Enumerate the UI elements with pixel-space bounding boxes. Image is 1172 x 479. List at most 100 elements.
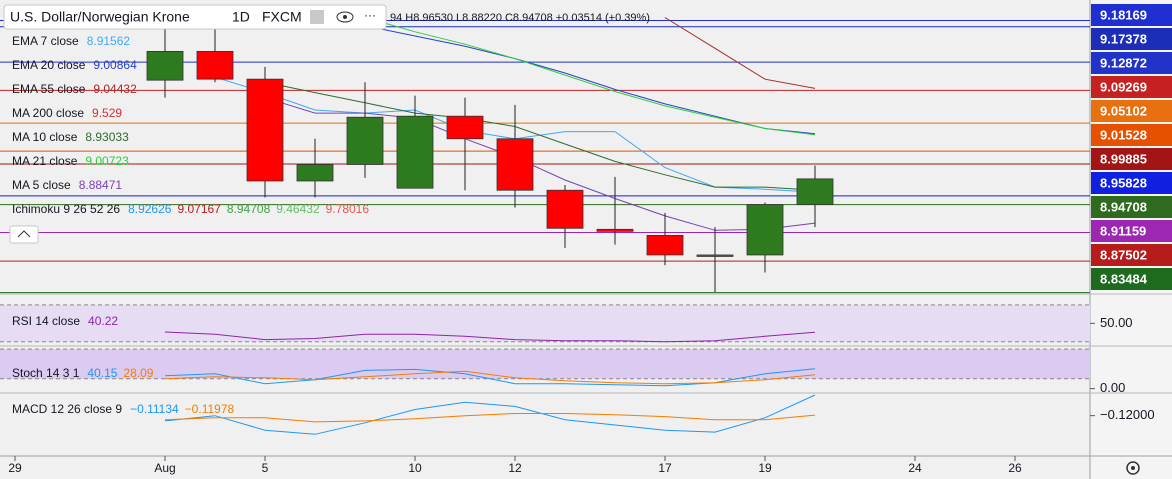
indicator-line (164, 394, 816, 435)
pane-value: −0.11978 (185, 402, 235, 416)
indicator-line (264, 97, 816, 231)
price-label: 8.91159 (1100, 223, 1146, 238)
price-label: 8.83484 (1100, 271, 1148, 286)
gear-center (1131, 466, 1135, 470)
pane-value: 40.22 (88, 314, 118, 328)
plot-area: 29 Aug 5 10 12 17 19 24 26 (0, 4, 1172, 475)
price-label: 9.18169 (1100, 7, 1147, 22)
pane-title: RSI 14 close (12, 314, 80, 328)
price-label: 8.94708 (1100, 199, 1147, 214)
pane-value: 28.09 (123, 366, 153, 380)
legend-name: EMA 20 close (12, 58, 86, 72)
candle-body (596, 228, 634, 232)
legend-name: MA 10 close (12, 130, 78, 144)
price-label-box (1091, 196, 1172, 218)
pane-title: Stoch 14 3 1 (12, 366, 80, 380)
indicator-line (164, 413, 816, 423)
legend: U.S. Dollar/Norwegian Krone 1D FXCM ··· … (3, 4, 650, 416)
quote: 94 H8.96530 L8.88220 C8.94708 +0.03514 (… (390, 12, 650, 24)
pane-value: 40.15 (87, 366, 117, 380)
indicator-line (264, 81, 816, 191)
price-label-box (1091, 268, 1172, 290)
level-band (0, 304, 1090, 342)
price-label-box (1091, 244, 1172, 266)
indicator-line (664, 17, 816, 89)
x-tick-label: 12 (508, 461, 522, 475)
price-label: 8.95828 (1100, 175, 1147, 190)
candle-body (346, 116, 384, 165)
y-tick-label: −0.12000 (1100, 407, 1155, 422)
legend-value: 9.529 (92, 106, 122, 120)
candle-body (796, 178, 834, 205)
legend-name: MA 21 close (12, 154, 78, 168)
candle-body (396, 115, 434, 189)
symbol-title: U.S. Dollar/Norwegian Krone (10, 9, 190, 25)
legend-value: 8.93033 (85, 130, 129, 144)
price-label: 9.12872 (1100, 55, 1147, 70)
legend-value: 9.07167 (177, 202, 221, 216)
x-tick-label: 5 (262, 461, 269, 475)
price-label-box (1091, 220, 1172, 242)
x-tick-label: 19 (758, 461, 772, 475)
price-label-box (1091, 28, 1172, 50)
source: FXCM (262, 9, 302, 25)
indicator-line (164, 331, 816, 343)
level-band (0, 349, 1090, 379)
x-tick-label: 17 (658, 461, 672, 475)
candle-body (196, 50, 234, 80)
flag-icon[interactable] (310, 10, 324, 24)
candle-body (496, 138, 534, 191)
legend-name: EMA 7 close (12, 34, 79, 48)
more-icon[interactable]: ··· (364, 8, 376, 22)
price-label: 9.01528 (1100, 127, 1147, 142)
price-label-box (1091, 52, 1172, 74)
price-label: 9.09269 (1100, 79, 1147, 94)
price-label: 9.17378 (1100, 31, 1147, 46)
price-label-box (1091, 172, 1172, 194)
x-tick-label: 26 (1008, 461, 1022, 475)
price-label-box (1091, 4, 1172, 26)
legend-name: MA 5 close (12, 178, 71, 192)
gear[interactable] (1126, 461, 1140, 475)
legend-value: 9.04432 (93, 82, 137, 96)
indicator-line (314, 4, 816, 136)
candle-body (696, 254, 734, 257)
legend-value: 8.88471 (79, 178, 123, 192)
x-tick-label: 10 (408, 461, 422, 475)
legend-value: 8.91562 (87, 34, 131, 48)
collapse-button[interactable] (9, 225, 39, 244)
candle-body (446, 115, 484, 140)
symbol-box (3, 4, 387, 30)
legend-value: 9.46432 (276, 202, 320, 216)
settings-icon[interactable] (1126, 461, 1140, 475)
price-label-box (1091, 76, 1172, 98)
y-tick-label: 50.00 (1100, 315, 1133, 330)
candle-body (646, 235, 684, 256)
pane-title: MACD 12 26 close 9 (12, 402, 122, 416)
price-label-box (1091, 124, 1172, 146)
candle-body (746, 204, 784, 256)
pane-value: −0.11134 (130, 402, 179, 416)
eye-icon[interactable] (336, 11, 354, 23)
price-label: 8.99885 (1100, 151, 1147, 166)
eye-pupil (343, 15, 347, 19)
indicator-line (164, 370, 816, 385)
x-tick-label: 24 (908, 461, 922, 475)
legend-value: 9.00864 (93, 58, 137, 72)
price-label-box (1091, 148, 1172, 170)
x-tick-label: 29 (8, 461, 22, 475)
legend-value: 9.00723 (85, 154, 129, 168)
legend-name: Ichimoku 9 26 52 26 (12, 202, 120, 216)
price-label-box (1091, 100, 1172, 122)
price-label: 9.05102 (1100, 103, 1147, 118)
legend-value: 9.78016 (326, 202, 370, 216)
y-tick-label: 0.00 (1100, 380, 1125, 395)
legend-value: 8.94708 (227, 202, 271, 216)
price-label: 8.87502 (1100, 247, 1147, 262)
x-tick-label: Aug (154, 461, 175, 475)
candle-body (146, 50, 184, 81)
legend-value: 8.92626 (128, 202, 172, 216)
legend-name: EMA 55 close (12, 82, 86, 96)
candle-body (546, 189, 584, 229)
